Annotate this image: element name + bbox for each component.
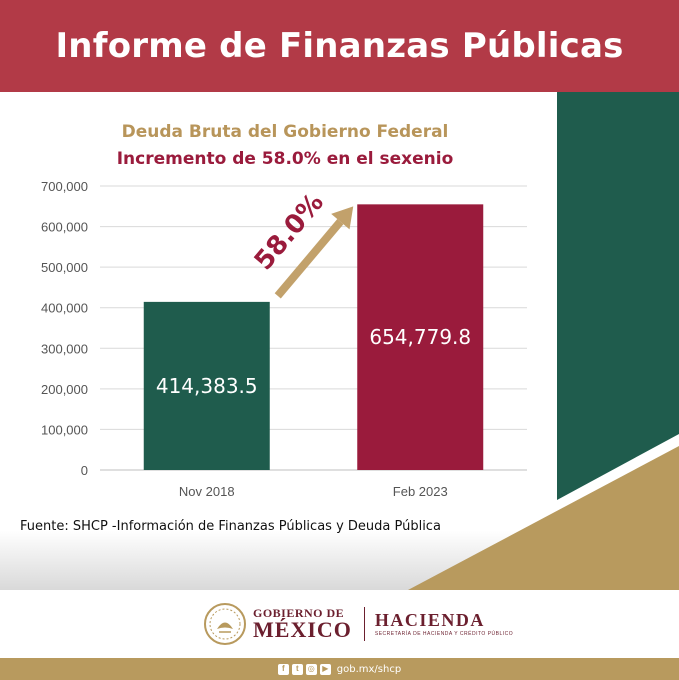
coat-of-arms-icon [204, 603, 246, 645]
website-link[interactable]: gob.mx/shcp [336, 663, 402, 675]
y-tick-label: 0 [81, 463, 88, 478]
growth-arrow-shaft [274, 219, 344, 299]
government-logo: GOBIERNO DE MÉXICO HACIENDA SECRETARÍA D… [203, 600, 513, 648]
gobierno-wordmark: GOBIERNO DE MÉXICO [253, 607, 352, 641]
x-tick-label: Nov 2018 [179, 484, 235, 499]
x-tick-label: Feb 2023 [393, 484, 448, 499]
y-tick-label: 600,000 [41, 220, 88, 235]
instagram-icon[interactable]: ◎ [305, 663, 317, 675]
hacienda-title: HACIENDA [374, 610, 485, 630]
twitter-icon[interactable]: t [291, 663, 303, 675]
logo-divider [363, 607, 365, 641]
youtube-icon[interactable]: ▶ [319, 663, 331, 675]
gobierno-line2: MÉXICO [253, 617, 352, 642]
chart-subtitle: Incremento de 58.0% en el sexenio [117, 149, 454, 169]
y-tick-label: 400,000 [41, 301, 88, 316]
growth-percent-label: 58.0% [249, 188, 330, 276]
growth-arrow-head [331, 206, 354, 230]
bottom-bar: f t ◎ ▶ gob.mx/shcp [0, 658, 679, 680]
hacienda-wordmark: HACIENDA SECRETARÍA DE HACIENDA Y CRÉDIT… [375, 611, 513, 637]
bar-1 [143, 301, 270, 470]
hacienda-subtitle: SECRETARÍA DE HACIENDA Y CRÉDITO PÚBLICO [374, 631, 514, 637]
y-tick-label: 500,000 [41, 260, 88, 275]
deco-gold-triangle [408, 446, 679, 590]
y-axis-ticks: 0 100,000 200,000 300,000 400,000 500,000 600,… [41, 179, 88, 478]
social-links: f t ◎ ▶ [277, 663, 331, 675]
y-tick-label: 300,000 [41, 341, 88, 356]
y-tick-label: 200,000 [41, 382, 88, 397]
header-banner: Informe de Finanzas Públicas [0, 0, 679, 92]
footer: GOBIERNO DE MÉXICO HACIENDA SECRETARÍA D… [0, 590, 679, 658]
source-note: Fuente: SHCP -Información de Finanzas Pú… [20, 519, 441, 534]
x-axis-labels: Nov 2018 Feb 2023 [179, 484, 448, 499]
chart-title: Deuda Bruta del Gobierno Federal [122, 122, 449, 142]
bar-2 [357, 204, 484, 470]
bar-value-label: 654,779.8 [369, 325, 471, 349]
facebook-icon[interactable]: f [277, 663, 289, 675]
growth-annotation: 58.0% [249, 188, 354, 299]
y-tick-label: 700,000 [41, 179, 88, 194]
bars: 414,383.5 654,779.8 [143, 204, 484, 470]
page-title: Informe de Finanzas Públicas [55, 26, 624, 66]
bar-value-label: 414,383.5 [156, 374, 258, 398]
deco-green-block [557, 92, 679, 500]
gobierno-line1: GOBIERNO DE [253, 606, 345, 620]
decorative-corner [408, 92, 679, 590]
bar-chart: Deuda Bruta del Gobierno Federal Increme… [41, 122, 527, 499]
y-tick-label: 100,000 [41, 422, 88, 437]
